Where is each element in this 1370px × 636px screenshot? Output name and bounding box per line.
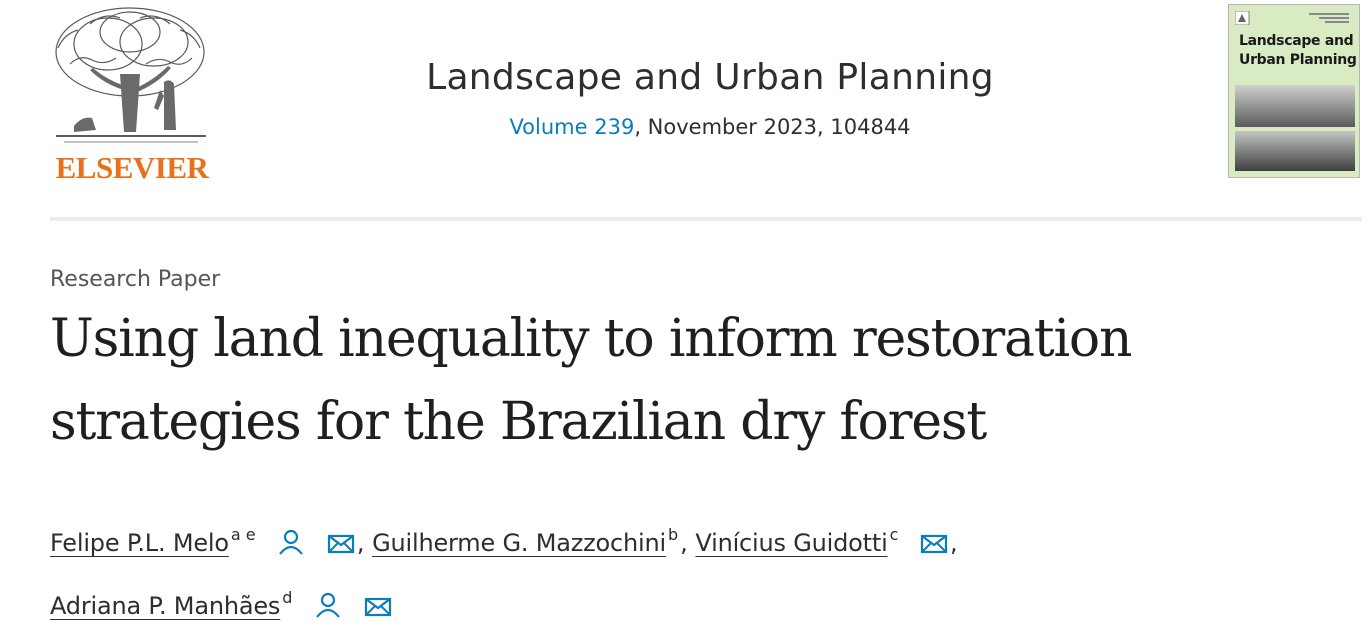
author-separator: , <box>950 529 958 557</box>
article-type-label: Research Paper <box>50 267 221 292</box>
volume-link[interactable]: Volume 239 <box>509 115 635 139</box>
journal-info: Landscape and Urban Planning Volume 239,… <box>330 56 1090 140</box>
author-affiliation: d <box>282 588 293 607</box>
author-separator: , <box>680 529 688 557</box>
person-icon[interactable] <box>314 586 342 636</box>
header-divider <box>50 217 1362 221</box>
article-title: Using land inequality to inform restorat… <box>50 309 1133 452</box>
journal-cover-thumbnail[interactable]: Landscape and Urban Planning <box>1228 4 1360 178</box>
cover-title: Landscape and Urban Planning <box>1239 33 1357 68</box>
author-link[interactable]: Vinícius Guidotti <box>695 529 888 557</box>
author-separator: , <box>356 529 365 557</box>
author-link[interactable]: Guilherme G. Mazzochini <box>372 529 666 557</box>
author-link[interactable]: Felipe P.L. Melo <box>50 529 229 557</box>
author-list: Felipe P.L. Melo a e , Guilherme G. Mazzo… <box>50 510 1350 636</box>
cover-publisher-icon <box>1235 11 1349 25</box>
author-affiliation: c <box>889 525 899 544</box>
journal-title-link[interactable]: Landscape and Urban Planning <box>426 57 994 98</box>
mail-icon[interactable] <box>364 586 392 636</box>
mail-icon[interactable] <box>327 523 355 573</box>
author-affiliation: a e <box>230 525 256 544</box>
publisher-logo[interactable]: ELSEVIER <box>50 4 212 185</box>
cover-photo-city <box>1235 131 1355 171</box>
mail-icon[interactable] <box>920 523 948 573</box>
cover-photo-trees <box>1235 85 1355 127</box>
elsevier-tree-icon <box>55 7 206 143</box>
author-link[interactable]: Adriana P. Manhães <box>50 592 281 620</box>
issue-line: Volume 239, November 2023, 104844 <box>330 114 1090 140</box>
person-icon[interactable] <box>277 523 305 573</box>
author-affiliation: b <box>667 525 679 544</box>
issue-info: , November 2023, 104844 <box>634 115 911 139</box>
publisher-wordmark: ELSEVIER <box>55 150 209 185</box>
